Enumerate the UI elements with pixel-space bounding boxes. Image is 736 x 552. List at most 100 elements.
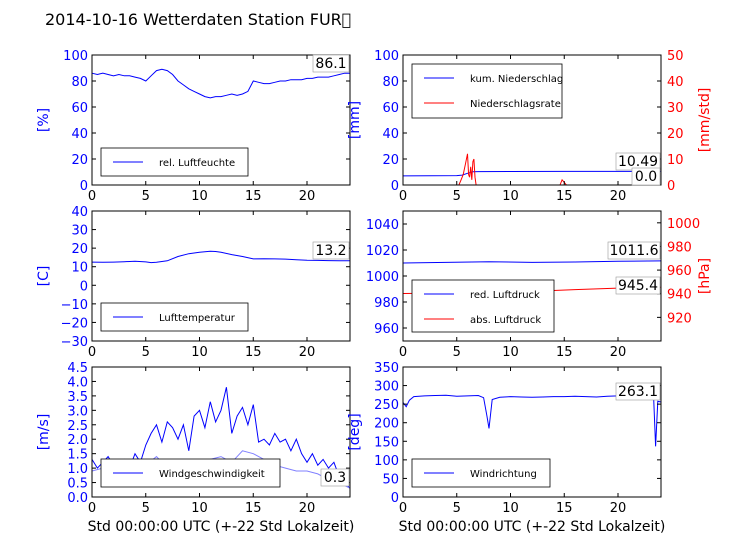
legend-label: Windrichtung bbox=[470, 469, 537, 480]
y-tick-label: 0 bbox=[391, 179, 399, 194]
y-tick-label: 1040 bbox=[366, 218, 399, 233]
y-tick-label: 40 bbox=[71, 205, 88, 220]
y-tick-label-right: 960 bbox=[667, 264, 692, 279]
y-tick-label: 40 bbox=[382, 127, 399, 142]
y-tick-label: 2.0 bbox=[67, 433, 88, 448]
series-line bbox=[403, 153, 661, 186]
y-tick-label: 200 bbox=[374, 417, 399, 432]
y-tick-label-right: 0 bbox=[667, 179, 675, 194]
y-tick-label: 0.5 bbox=[67, 477, 88, 492]
series-line bbox=[402, 260, 662, 264]
x-tick-label: 20 bbox=[299, 345, 316, 360]
y-tick-label: 100 bbox=[374, 49, 399, 64]
value-annotation: 263.1 bbox=[618, 384, 658, 400]
y-tick-label-right: 10 bbox=[667, 153, 684, 168]
x-tick-label: 20 bbox=[610, 345, 627, 360]
value-annotation-box bbox=[607, 241, 661, 260]
chart-panel-1: 0 5 10 15 20 0 20 40 60 80 100 [%] rel. Luftfeuchte 8… bbox=[36, 49, 351, 204]
x-tick-label: 5 bbox=[142, 189, 150, 204]
legend-box bbox=[411, 63, 563, 119]
y-tick-label: 60 bbox=[382, 101, 399, 116]
y-tick-label: 40 bbox=[71, 127, 88, 142]
y-axis-label: [deg] bbox=[347, 413, 363, 450]
x-tick-label: 10 bbox=[502, 189, 519, 204]
y-tick-label: 150 bbox=[374, 435, 399, 450]
plot-frame bbox=[91, 210, 351, 342]
value-annotation: 0.3 bbox=[324, 470, 346, 486]
value-annotation: 10.49 bbox=[618, 154, 658, 170]
y-tick-label: 0.0 bbox=[67, 491, 88, 506]
y-tick-label: 30 bbox=[71, 224, 88, 239]
y-tick-label-right: 940 bbox=[667, 288, 692, 303]
legend-label: Lufttemperatur bbox=[159, 313, 236, 324]
y-tick-label: 20 bbox=[71, 242, 88, 257]
series-line bbox=[91, 68, 350, 99]
x-tick-label: 15 bbox=[245, 345, 262, 360]
y-tick-label: 20 bbox=[382, 153, 399, 168]
plot-frame bbox=[402, 366, 662, 498]
y-tick-label: −10 bbox=[61, 298, 88, 313]
series-line bbox=[402, 393, 662, 447]
legend-label: rel. Luftfeuchte bbox=[159, 158, 235, 169]
y-tick-label: 250 bbox=[374, 398, 399, 413]
legend-label: abs. Luftdruck bbox=[470, 315, 541, 326]
value-annotation-box bbox=[320, 468, 350, 487]
legend-label: Windgeschwindigkeit bbox=[159, 469, 265, 480]
value-annotation-box bbox=[631, 167, 661, 186]
x-tick-label: 0 bbox=[399, 189, 407, 204]
value-annotation-box bbox=[615, 276, 661, 295]
y-tick-label: 100 bbox=[374, 454, 399, 469]
plot-frame bbox=[402, 54, 662, 186]
y-tick-label: 80 bbox=[382, 75, 399, 90]
x-tick-label: 5 bbox=[453, 345, 461, 360]
plot-frame bbox=[91, 54, 351, 186]
x-tick-label: 10 bbox=[191, 189, 208, 204]
x-tick-label: 0 bbox=[88, 501, 96, 516]
x-tick-label: 15 bbox=[556, 345, 573, 360]
x-tick-label: 5 bbox=[453, 501, 461, 516]
y-tick-label: 10 bbox=[71, 261, 88, 276]
y-tick-label: 1.5 bbox=[67, 448, 88, 463]
y-tick-label: 4.5 bbox=[67, 361, 88, 376]
y-tick-label-right: 20 bbox=[667, 127, 684, 142]
x-tick-label: 0 bbox=[399, 345, 407, 360]
y-tick-label: 60 bbox=[71, 101, 88, 116]
y-tick-label: 300 bbox=[374, 380, 399, 395]
legend-box bbox=[411, 279, 555, 333]
x-tick-label: 20 bbox=[610, 501, 627, 516]
x-tick-label: 0 bbox=[88, 345, 96, 360]
y-axis-label: [mm] bbox=[347, 101, 363, 139]
legend-label: red. Luftdruck bbox=[470, 290, 540, 301]
chart-panel-3: 0 5 10 15 20 −30 −20 −10 0 10 20 30 40 [C] Lufttempera… bbox=[36, 205, 351, 360]
value-annotation: 0.0 bbox=[635, 169, 657, 185]
y-tick-label: 50 bbox=[382, 472, 399, 487]
series-line bbox=[91, 250, 350, 264]
value-annotation: 13.2 bbox=[315, 243, 346, 259]
y-tick-label: 1000 bbox=[366, 270, 399, 285]
x-tick-label: 10 bbox=[502, 501, 519, 516]
x-tick-label: 20 bbox=[299, 189, 316, 204]
chart-panel-6: 0 5 10 15 20050100150200250300350[deg]Windri… bbox=[347, 361, 662, 516]
x-tick-label: 10 bbox=[191, 345, 208, 360]
y-tick-label-right: 920 bbox=[667, 311, 692, 326]
x-tick-label: 10 bbox=[191, 501, 208, 516]
y-tick-label: 0 bbox=[80, 279, 88, 294]
x-tick-label: 5 bbox=[142, 345, 150, 360]
value-annotation: 86.1 bbox=[315, 56, 346, 72]
y-tick-label: 0 bbox=[80, 179, 88, 194]
y-tick-label: 2.5 bbox=[67, 419, 88, 434]
x-axis-label-right: Std 00:00:00 UTC (+-22 Std Lokalzeit) bbox=[399, 519, 666, 535]
y-tick-label: 960 bbox=[374, 322, 399, 337]
x-tick-label: 15 bbox=[245, 189, 262, 204]
plot-frame bbox=[91, 366, 351, 498]
y-tick-label: 1020 bbox=[366, 244, 399, 259]
x-tick-label: 10 bbox=[502, 345, 519, 360]
x-tick-label: 15 bbox=[556, 189, 573, 204]
y-tick-label: 80 bbox=[71, 75, 88, 90]
y-tick-label: 350 bbox=[374, 361, 399, 376]
figure-title: 2014-10-16 Wetterdaten Station FUR  bbox=[45, 10, 351, 29]
y-tick-label-right: 980 bbox=[667, 240, 692, 255]
y-tick-label-right: 30 bbox=[667, 101, 684, 116]
x-tick-label: 0 bbox=[88, 189, 96, 204]
